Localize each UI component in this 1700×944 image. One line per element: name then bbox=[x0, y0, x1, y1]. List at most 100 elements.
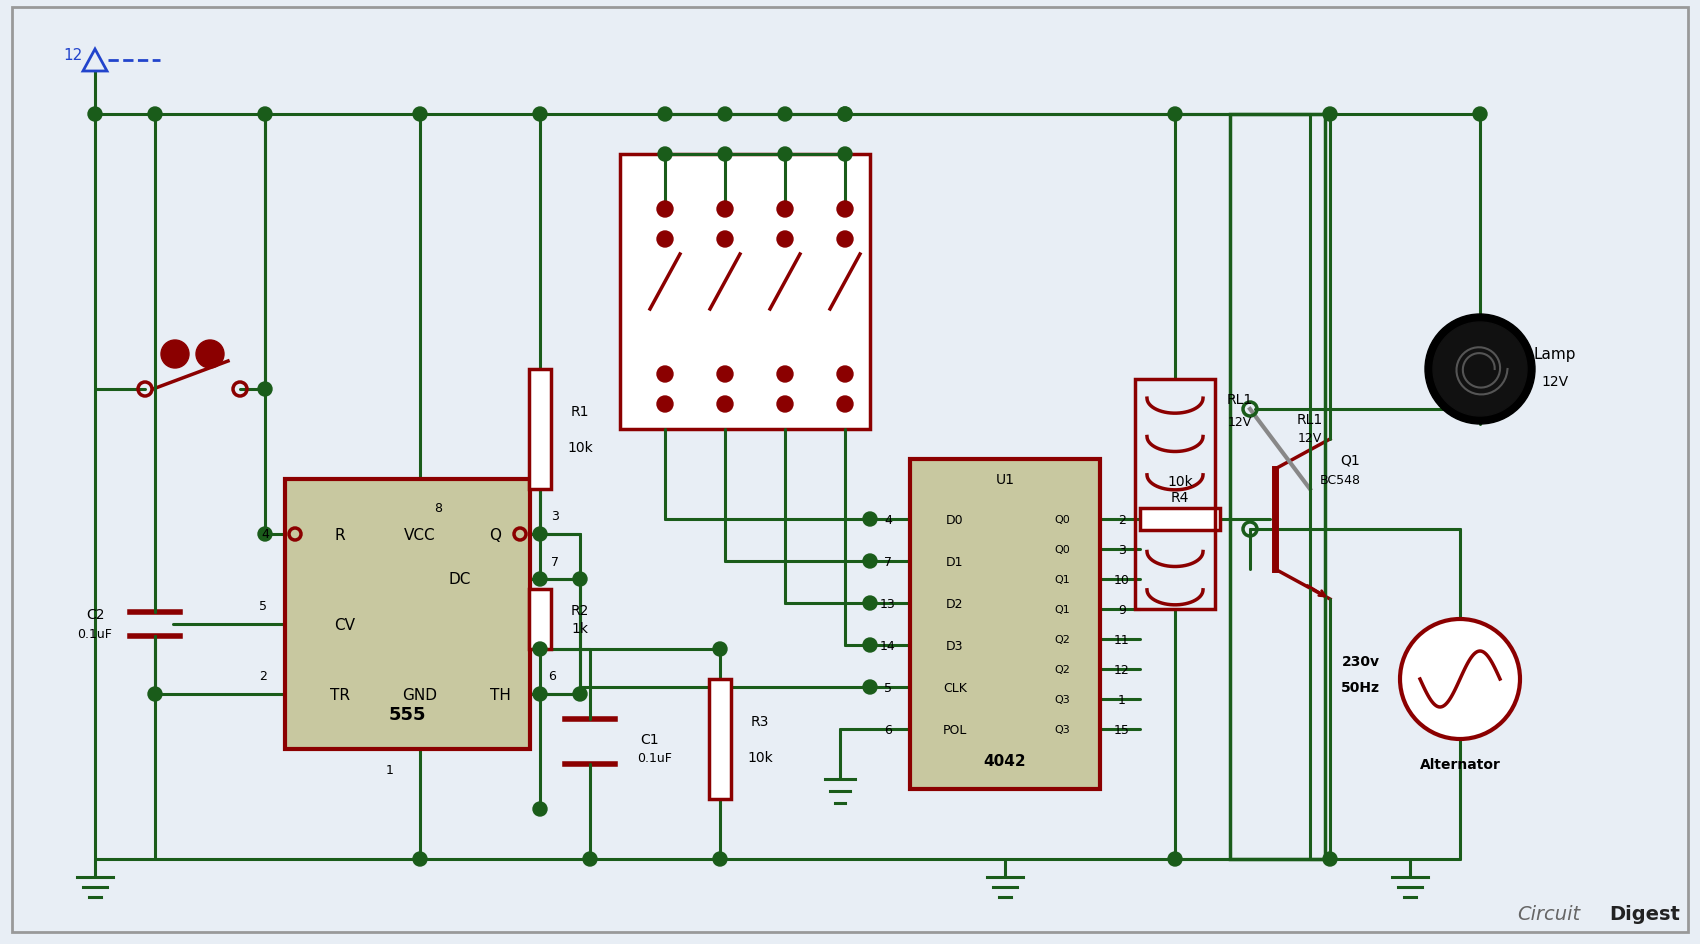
Text: 5: 5 bbox=[258, 599, 267, 613]
Circle shape bbox=[413, 852, 427, 866]
Text: R3: R3 bbox=[751, 715, 768, 728]
Text: Q0: Q0 bbox=[1054, 514, 1069, 525]
Text: R1: R1 bbox=[571, 405, 590, 418]
Text: RL1: RL1 bbox=[1227, 393, 1253, 407]
FancyBboxPatch shape bbox=[620, 155, 870, 430]
Text: 11: 11 bbox=[1114, 632, 1130, 646]
Text: Digest: Digest bbox=[1610, 904, 1680, 923]
Circle shape bbox=[658, 108, 672, 122]
Text: 10k: 10k bbox=[568, 441, 593, 454]
Circle shape bbox=[656, 366, 673, 382]
Circle shape bbox=[88, 108, 102, 122]
Circle shape bbox=[836, 232, 853, 247]
Text: 10k: 10k bbox=[746, 750, 774, 765]
FancyBboxPatch shape bbox=[529, 589, 551, 649]
Text: 3: 3 bbox=[551, 510, 559, 523]
Circle shape bbox=[1433, 323, 1527, 416]
Circle shape bbox=[148, 108, 162, 122]
Circle shape bbox=[534, 572, 547, 586]
Circle shape bbox=[573, 572, 586, 586]
Text: 12V: 12V bbox=[1542, 375, 1569, 389]
Text: Q2: Q2 bbox=[1054, 665, 1069, 674]
Text: U1: U1 bbox=[996, 473, 1015, 486]
Circle shape bbox=[534, 642, 547, 656]
Circle shape bbox=[717, 202, 733, 218]
Text: CLK: CLK bbox=[944, 681, 967, 694]
Circle shape bbox=[836, 366, 853, 382]
Text: 50Hz: 50Hz bbox=[1341, 681, 1380, 694]
Circle shape bbox=[1472, 108, 1488, 122]
Circle shape bbox=[864, 597, 877, 611]
Text: 7: 7 bbox=[884, 555, 892, 568]
Text: Q2: Q2 bbox=[1054, 634, 1069, 645]
Text: 1k: 1k bbox=[571, 621, 588, 635]
Circle shape bbox=[838, 148, 852, 161]
Text: D2: D2 bbox=[947, 597, 964, 610]
Text: 4: 4 bbox=[884, 513, 892, 526]
Circle shape bbox=[658, 148, 672, 161]
Circle shape bbox=[258, 382, 272, 396]
Text: R2: R2 bbox=[571, 603, 590, 617]
Text: 0.1uF: 0.1uF bbox=[638, 750, 673, 764]
Text: R: R bbox=[335, 527, 345, 542]
Text: 13: 13 bbox=[881, 597, 896, 610]
Text: D3: D3 bbox=[947, 639, 964, 651]
Text: D1: D1 bbox=[947, 555, 964, 568]
Text: 6: 6 bbox=[547, 670, 556, 683]
Text: CV: CV bbox=[335, 616, 355, 632]
Circle shape bbox=[413, 108, 427, 122]
Circle shape bbox=[864, 513, 877, 527]
Text: GND: GND bbox=[403, 687, 437, 701]
Text: RL1: RL1 bbox=[1297, 413, 1323, 427]
Circle shape bbox=[534, 802, 547, 817]
Circle shape bbox=[717, 108, 733, 122]
Text: C1: C1 bbox=[641, 733, 660, 746]
Text: 6: 6 bbox=[884, 723, 892, 735]
Circle shape bbox=[717, 232, 733, 247]
Text: 555: 555 bbox=[388, 705, 425, 723]
Text: R4: R4 bbox=[1171, 491, 1190, 504]
Text: 230v: 230v bbox=[1341, 654, 1380, 668]
Circle shape bbox=[838, 108, 852, 122]
Text: Alternator: Alternator bbox=[1420, 757, 1501, 771]
Text: TH: TH bbox=[490, 687, 510, 701]
Text: 7: 7 bbox=[551, 555, 559, 568]
FancyBboxPatch shape bbox=[910, 460, 1100, 789]
Circle shape bbox=[148, 687, 162, 701]
Circle shape bbox=[1425, 314, 1535, 425]
Circle shape bbox=[717, 148, 733, 161]
Circle shape bbox=[779, 148, 792, 161]
Text: 3: 3 bbox=[1119, 543, 1125, 556]
Text: Q3: Q3 bbox=[1054, 694, 1069, 704]
Circle shape bbox=[656, 202, 673, 218]
Text: D0: D0 bbox=[947, 513, 964, 526]
Text: DC: DC bbox=[449, 572, 471, 587]
Text: 4: 4 bbox=[262, 528, 269, 541]
Text: 4042: 4042 bbox=[984, 753, 1027, 768]
Text: 8: 8 bbox=[434, 501, 442, 514]
Circle shape bbox=[656, 396, 673, 413]
Circle shape bbox=[534, 528, 547, 542]
Text: 0.1uF: 0.1uF bbox=[78, 628, 112, 641]
Circle shape bbox=[777, 396, 792, 413]
Text: Q: Q bbox=[490, 527, 502, 542]
Circle shape bbox=[712, 852, 728, 866]
FancyBboxPatch shape bbox=[529, 370, 551, 490]
FancyBboxPatch shape bbox=[709, 680, 731, 800]
Circle shape bbox=[1323, 852, 1336, 866]
Circle shape bbox=[258, 528, 272, 542]
Circle shape bbox=[836, 202, 853, 218]
Text: Lamp: Lamp bbox=[1533, 347, 1576, 362]
Text: POL: POL bbox=[944, 723, 967, 735]
Text: 12: 12 bbox=[63, 47, 83, 62]
Text: Q1: Q1 bbox=[1054, 574, 1069, 584]
Circle shape bbox=[712, 642, 728, 656]
Circle shape bbox=[717, 366, 733, 382]
Circle shape bbox=[573, 687, 586, 701]
Circle shape bbox=[583, 852, 597, 866]
Circle shape bbox=[864, 681, 877, 694]
Text: C2: C2 bbox=[85, 607, 104, 621]
Circle shape bbox=[534, 108, 547, 122]
Text: Q0: Q0 bbox=[1054, 545, 1069, 554]
Circle shape bbox=[534, 687, 547, 701]
